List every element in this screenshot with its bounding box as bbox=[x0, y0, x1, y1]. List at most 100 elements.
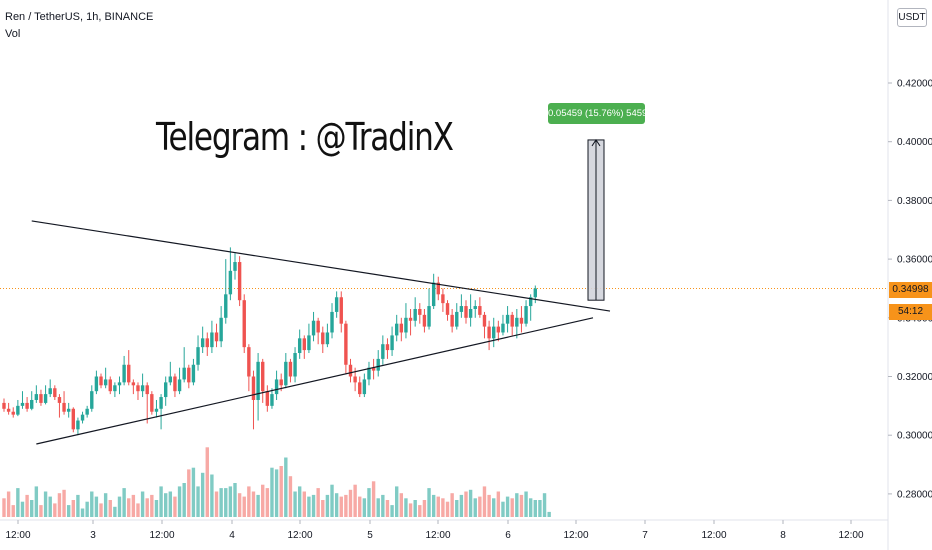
candle-body bbox=[210, 332, 214, 348]
candle-body bbox=[20, 402, 25, 406]
candle-body bbox=[270, 394, 274, 406]
candle-body bbox=[168, 376, 173, 383]
volume-bar bbox=[524, 491, 528, 517]
volume-bar bbox=[85, 501, 89, 517]
candle-body bbox=[43, 394, 48, 403]
volume-bar bbox=[311, 494, 316, 517]
candle-body bbox=[224, 294, 228, 318]
volume-bar bbox=[528, 498, 533, 517]
candle-body bbox=[482, 314, 487, 327]
volume-bar bbox=[113, 506, 117, 517]
volume-bar bbox=[214, 491, 219, 517]
volume-bar bbox=[436, 496, 440, 517]
volume-bar bbox=[302, 491, 306, 517]
candle-body bbox=[233, 262, 237, 271]
candle-body bbox=[256, 361, 260, 400]
candle-body bbox=[2, 402, 6, 409]
candle-body bbox=[399, 323, 404, 333]
volume-bar bbox=[321, 500, 325, 517]
volume-bar bbox=[159, 486, 163, 517]
candle-body bbox=[385, 344, 390, 351]
volume-bar bbox=[325, 494, 330, 517]
candle-body bbox=[66, 408, 71, 412]
volume-bar bbox=[339, 496, 343, 517]
candle-body bbox=[284, 361, 288, 386]
volume-bar bbox=[247, 486, 251, 517]
candle-body bbox=[127, 364, 131, 383]
last-price-tag: 0.34998 bbox=[889, 282, 932, 298]
candle-body bbox=[131, 382, 136, 386]
volume-bar bbox=[228, 486, 233, 517]
candle-body bbox=[57, 397, 62, 403]
volume-bar bbox=[237, 493, 242, 517]
candle-body bbox=[492, 326, 496, 339]
x-tick-label: 7 bbox=[642, 530, 648, 541]
volume-bar bbox=[219, 488, 223, 517]
x-tick-label: 12:00 bbox=[563, 530, 588, 541]
candle-body bbox=[505, 314, 510, 324]
candle-body bbox=[48, 388, 52, 395]
volume-bar bbox=[177, 486, 182, 517]
candle-body bbox=[173, 376, 177, 392]
candle-body bbox=[524, 306, 528, 324]
candle-body bbox=[164, 382, 168, 398]
volume-bar bbox=[187, 469, 191, 517]
volume-bar bbox=[20, 501, 25, 517]
candle-body bbox=[330, 311, 334, 333]
volume-bar bbox=[16, 488, 20, 517]
candle-body bbox=[515, 317, 519, 327]
candle-body bbox=[99, 376, 103, 386]
volume-bar bbox=[390, 505, 394, 517]
y-tick-label: 0.38000 bbox=[897, 196, 932, 207]
candle-body bbox=[288, 361, 293, 377]
candle-body bbox=[39, 394, 43, 403]
candle-body bbox=[371, 367, 376, 371]
volume-bar bbox=[39, 505, 43, 517]
candle-body bbox=[11, 411, 15, 415]
volume-bar bbox=[224, 488, 228, 517]
candle-body bbox=[228, 270, 233, 295]
candle-body bbox=[501, 323, 505, 333]
x-tick-label: 12:00 bbox=[701, 530, 726, 541]
volume-bar bbox=[274, 469, 279, 517]
candle-body bbox=[404, 317, 408, 333]
volume-bar bbox=[316, 488, 320, 517]
volume-bar bbox=[288, 476, 293, 517]
candle-body bbox=[344, 323, 348, 365]
candle-body bbox=[53, 388, 57, 398]
candle-body bbox=[219, 317, 223, 342]
volume-bar bbox=[459, 494, 464, 517]
candle-body bbox=[145, 385, 149, 395]
volume-bar bbox=[427, 488, 431, 517]
symbol-title[interactable]: Ren / TetherUS, 1h, BINANCE bbox=[5, 11, 154, 23]
volume-bar bbox=[505, 496, 510, 517]
volume-bar bbox=[251, 491, 256, 517]
volume-bar bbox=[367, 488, 371, 517]
candle-body bbox=[247, 347, 251, 377]
candle-body bbox=[205, 338, 209, 348]
volume-bar bbox=[284, 457, 288, 517]
volume-bar bbox=[136, 503, 140, 517]
candle-body bbox=[182, 367, 186, 380]
candle-body bbox=[34, 394, 39, 400]
candle-body bbox=[307, 335, 311, 351]
volume-bar bbox=[196, 486, 200, 517]
volume-indicator-label[interactable]: Vol bbox=[5, 28, 21, 40]
triangle-upper-line bbox=[31, 220, 611, 312]
volume-bar bbox=[510, 498, 514, 517]
volume-bar bbox=[131, 494, 136, 517]
volume-bar bbox=[90, 491, 94, 517]
candle-body bbox=[381, 344, 385, 359]
candle-body bbox=[395, 323, 399, 336]
candle-body bbox=[325, 332, 330, 345]
volume-bar bbox=[242, 496, 246, 517]
volume-bar bbox=[533, 500, 537, 517]
volume-bar bbox=[547, 511, 551, 517]
volume-bar bbox=[140, 491, 145, 517]
volume-bar bbox=[168, 491, 173, 517]
candle-body bbox=[30, 399, 34, 409]
currency-selector[interactable]: USDT bbox=[897, 8, 927, 27]
candle-body bbox=[103, 379, 108, 386]
candle-body bbox=[422, 314, 427, 327]
